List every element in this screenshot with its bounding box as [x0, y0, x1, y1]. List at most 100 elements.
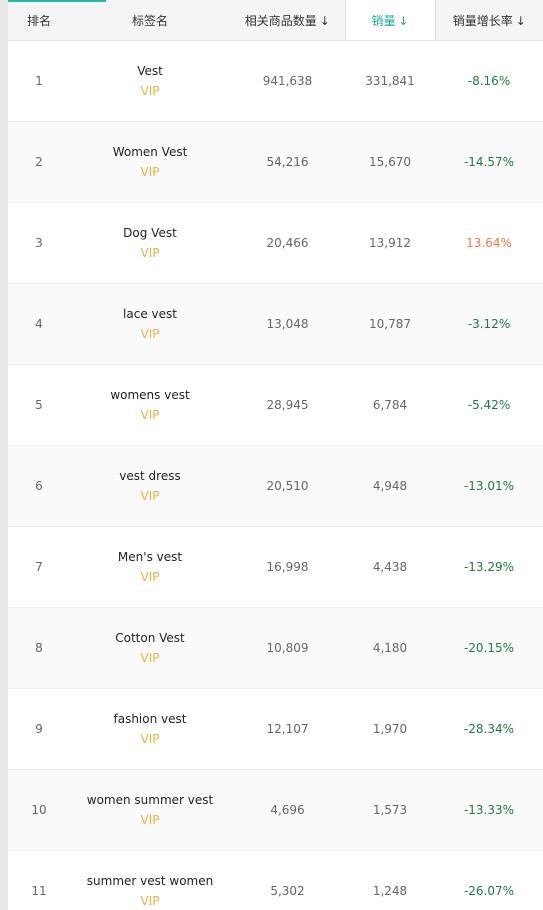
rank-value: 8 [35, 641, 43, 655]
sales-value: 4,948 [372, 479, 408, 493]
products-cell: 12,107 [230, 688, 345, 770]
growth-cell: -13.33% [435, 769, 543, 851]
vip-badge[interactable]: VIP [140, 651, 160, 665]
tag-cell: Cotton Vest VIP [70, 607, 230, 689]
growth-cell: -3.12% [435, 283, 543, 365]
products-value: 13,048 [266, 317, 309, 331]
growth-cell: -13.29% [435, 526, 543, 608]
vip-badge[interactable]: VIP [140, 732, 160, 746]
sales-value: 1,248 [372, 884, 408, 898]
table-row: 3 Dog Vest VIP 20,466 13,912 13.64% [8, 202, 543, 284]
table-header: 排名 标签名 相关商品数量 ↓ 销量 ↓ 销量增长率 ↓ [8, 0, 543, 41]
products-cell: 941,638 [230, 40, 345, 122]
rank-value: 6 [35, 479, 43, 493]
tag-name-link[interactable]: Cotton Vest [115, 631, 185, 645]
header-products-sort[interactable]: 相关商品数量 ↓ [230, 0, 345, 41]
growth-value: -3.12% [467, 317, 511, 331]
tag-name-link[interactable]: Vest [137, 64, 163, 78]
vip-badge[interactable]: VIP [140, 570, 160, 584]
tag-name-link[interactable]: womens vest [110, 388, 190, 402]
tag-name-link[interactable]: fashion vest [113, 712, 187, 726]
sales-value: 10,787 [369, 317, 411, 331]
sort-down-icon: ↓ [515, 13, 526, 28]
vip-badge[interactable]: VIP [140, 327, 160, 341]
table-row: 1 Vest VIP 941,638 331,841 -8.16% [8, 40, 543, 122]
products-value: 28,945 [266, 398, 309, 412]
sales-value: 4,438 [372, 560, 408, 574]
vip-badge[interactable]: VIP [140, 894, 160, 908]
rank-value: 5 [35, 398, 43, 412]
header-products-label: 相关商品数量 [244, 13, 317, 28]
products-value: 16,998 [266, 560, 309, 574]
rank-value: 3 [35, 236, 43, 250]
tag-name-link[interactable]: lace vest [123, 307, 177, 321]
tag-name-link[interactable]: Dog Vest [123, 226, 177, 240]
rank-cell: 7 [8, 526, 70, 608]
tag-name-link[interactable]: vest dress [119, 469, 181, 483]
header-growth-sort[interactable]: 销量增长率 ↓ [435, 0, 543, 41]
products-cell: 54,216 [230, 121, 345, 203]
tag-cell: Men's vest VIP [70, 526, 230, 608]
growth-cell: -20.15% [435, 607, 543, 689]
tag-cell: vest dress VIP [70, 445, 230, 527]
products-value: 941,638 [262, 74, 313, 88]
growth-value: -26.07% [463, 884, 515, 898]
products-value: 12,107 [266, 722, 309, 736]
growth-value: -13.33% [463, 803, 515, 817]
sales-cell: 10,787 [345, 283, 435, 365]
products-cell: 13,048 [230, 283, 345, 365]
growth-cell: -14.57% [435, 121, 543, 203]
products-cell: 20,466 [230, 202, 345, 284]
sales-value: 331,841 [365, 74, 415, 88]
rank-cell: 1 [8, 40, 70, 122]
vip-badge[interactable]: VIP [140, 165, 160, 179]
active-tab-indicator [8, 0, 106, 2]
sales-value: 6,784 [372, 398, 408, 412]
tag-name-link[interactable]: summer vest women [86, 874, 214, 888]
header-growth-label: 销量增长率 [452, 13, 513, 28]
tag-cell: Dog Vest VIP [70, 202, 230, 284]
vip-badge[interactable]: VIP [140, 246, 160, 260]
rank-cell: 2 [8, 121, 70, 203]
tag-name-link[interactable]: Women Vest [112, 145, 188, 159]
products-cell: 20,510 [230, 445, 345, 527]
header-sales-sort[interactable]: 销量 ↓ [344, 0, 436, 41]
tag-name-link[interactable]: women summer vest [86, 793, 214, 807]
sales-value: 1,970 [372, 722, 408, 736]
growth-cell: -8.16% [435, 40, 543, 122]
table-row: 5 womens vest VIP 28,945 6,784 -5.42% [8, 364, 543, 446]
rank-value: 4 [35, 317, 43, 331]
products-cell: 5,302 [230, 850, 345, 910]
vip-badge[interactable]: VIP [140, 489, 160, 503]
sales-cell: 1,248 [345, 850, 435, 910]
growth-cell: -28.34% [435, 688, 543, 770]
products-value: 10,809 [266, 641, 309, 655]
sales-cell: 4,948 [345, 445, 435, 527]
rank-cell: 11 [8, 850, 70, 910]
vip-badge[interactable]: VIP [140, 813, 160, 827]
header-rank-label: 排名 [26, 13, 51, 28]
growth-cell: -26.07% [435, 850, 543, 910]
rank-value: 2 [35, 155, 43, 169]
header-tag-label: 标签名 [131, 13, 168, 28]
rank-cell: 10 [8, 769, 70, 851]
products-value: 54,216 [266, 155, 309, 169]
sales-cell: 1,970 [345, 688, 435, 770]
growth-value: -8.16% [467, 74, 511, 88]
table-row: 11 summer vest women VIP 5,302 1,248 -26.07% [8, 850, 543, 910]
sales-cell: 331,841 [345, 40, 435, 122]
sales-cell: 15,670 [345, 121, 435, 203]
tag-cell: Vest VIP [70, 40, 230, 122]
rank-cell: 5 [8, 364, 70, 446]
products-value: 5,302 [270, 884, 305, 898]
tag-name-link[interactable]: Men's vest [117, 550, 183, 564]
vip-badge[interactable]: VIP [140, 408, 160, 422]
header-tag: 标签名 [70, 0, 230, 41]
sort-down-icon: ↓ [319, 13, 330, 28]
table-row: 10 women summer vest VIP 4,696 1,573 -13.33% [8, 769, 543, 851]
sales-cell: 4,438 [345, 526, 435, 608]
vip-badge[interactable]: VIP [140, 84, 160, 98]
products-cell: 28,945 [230, 364, 345, 446]
products-value: 20,466 [266, 236, 309, 250]
sales-cell: 4,180 [345, 607, 435, 689]
